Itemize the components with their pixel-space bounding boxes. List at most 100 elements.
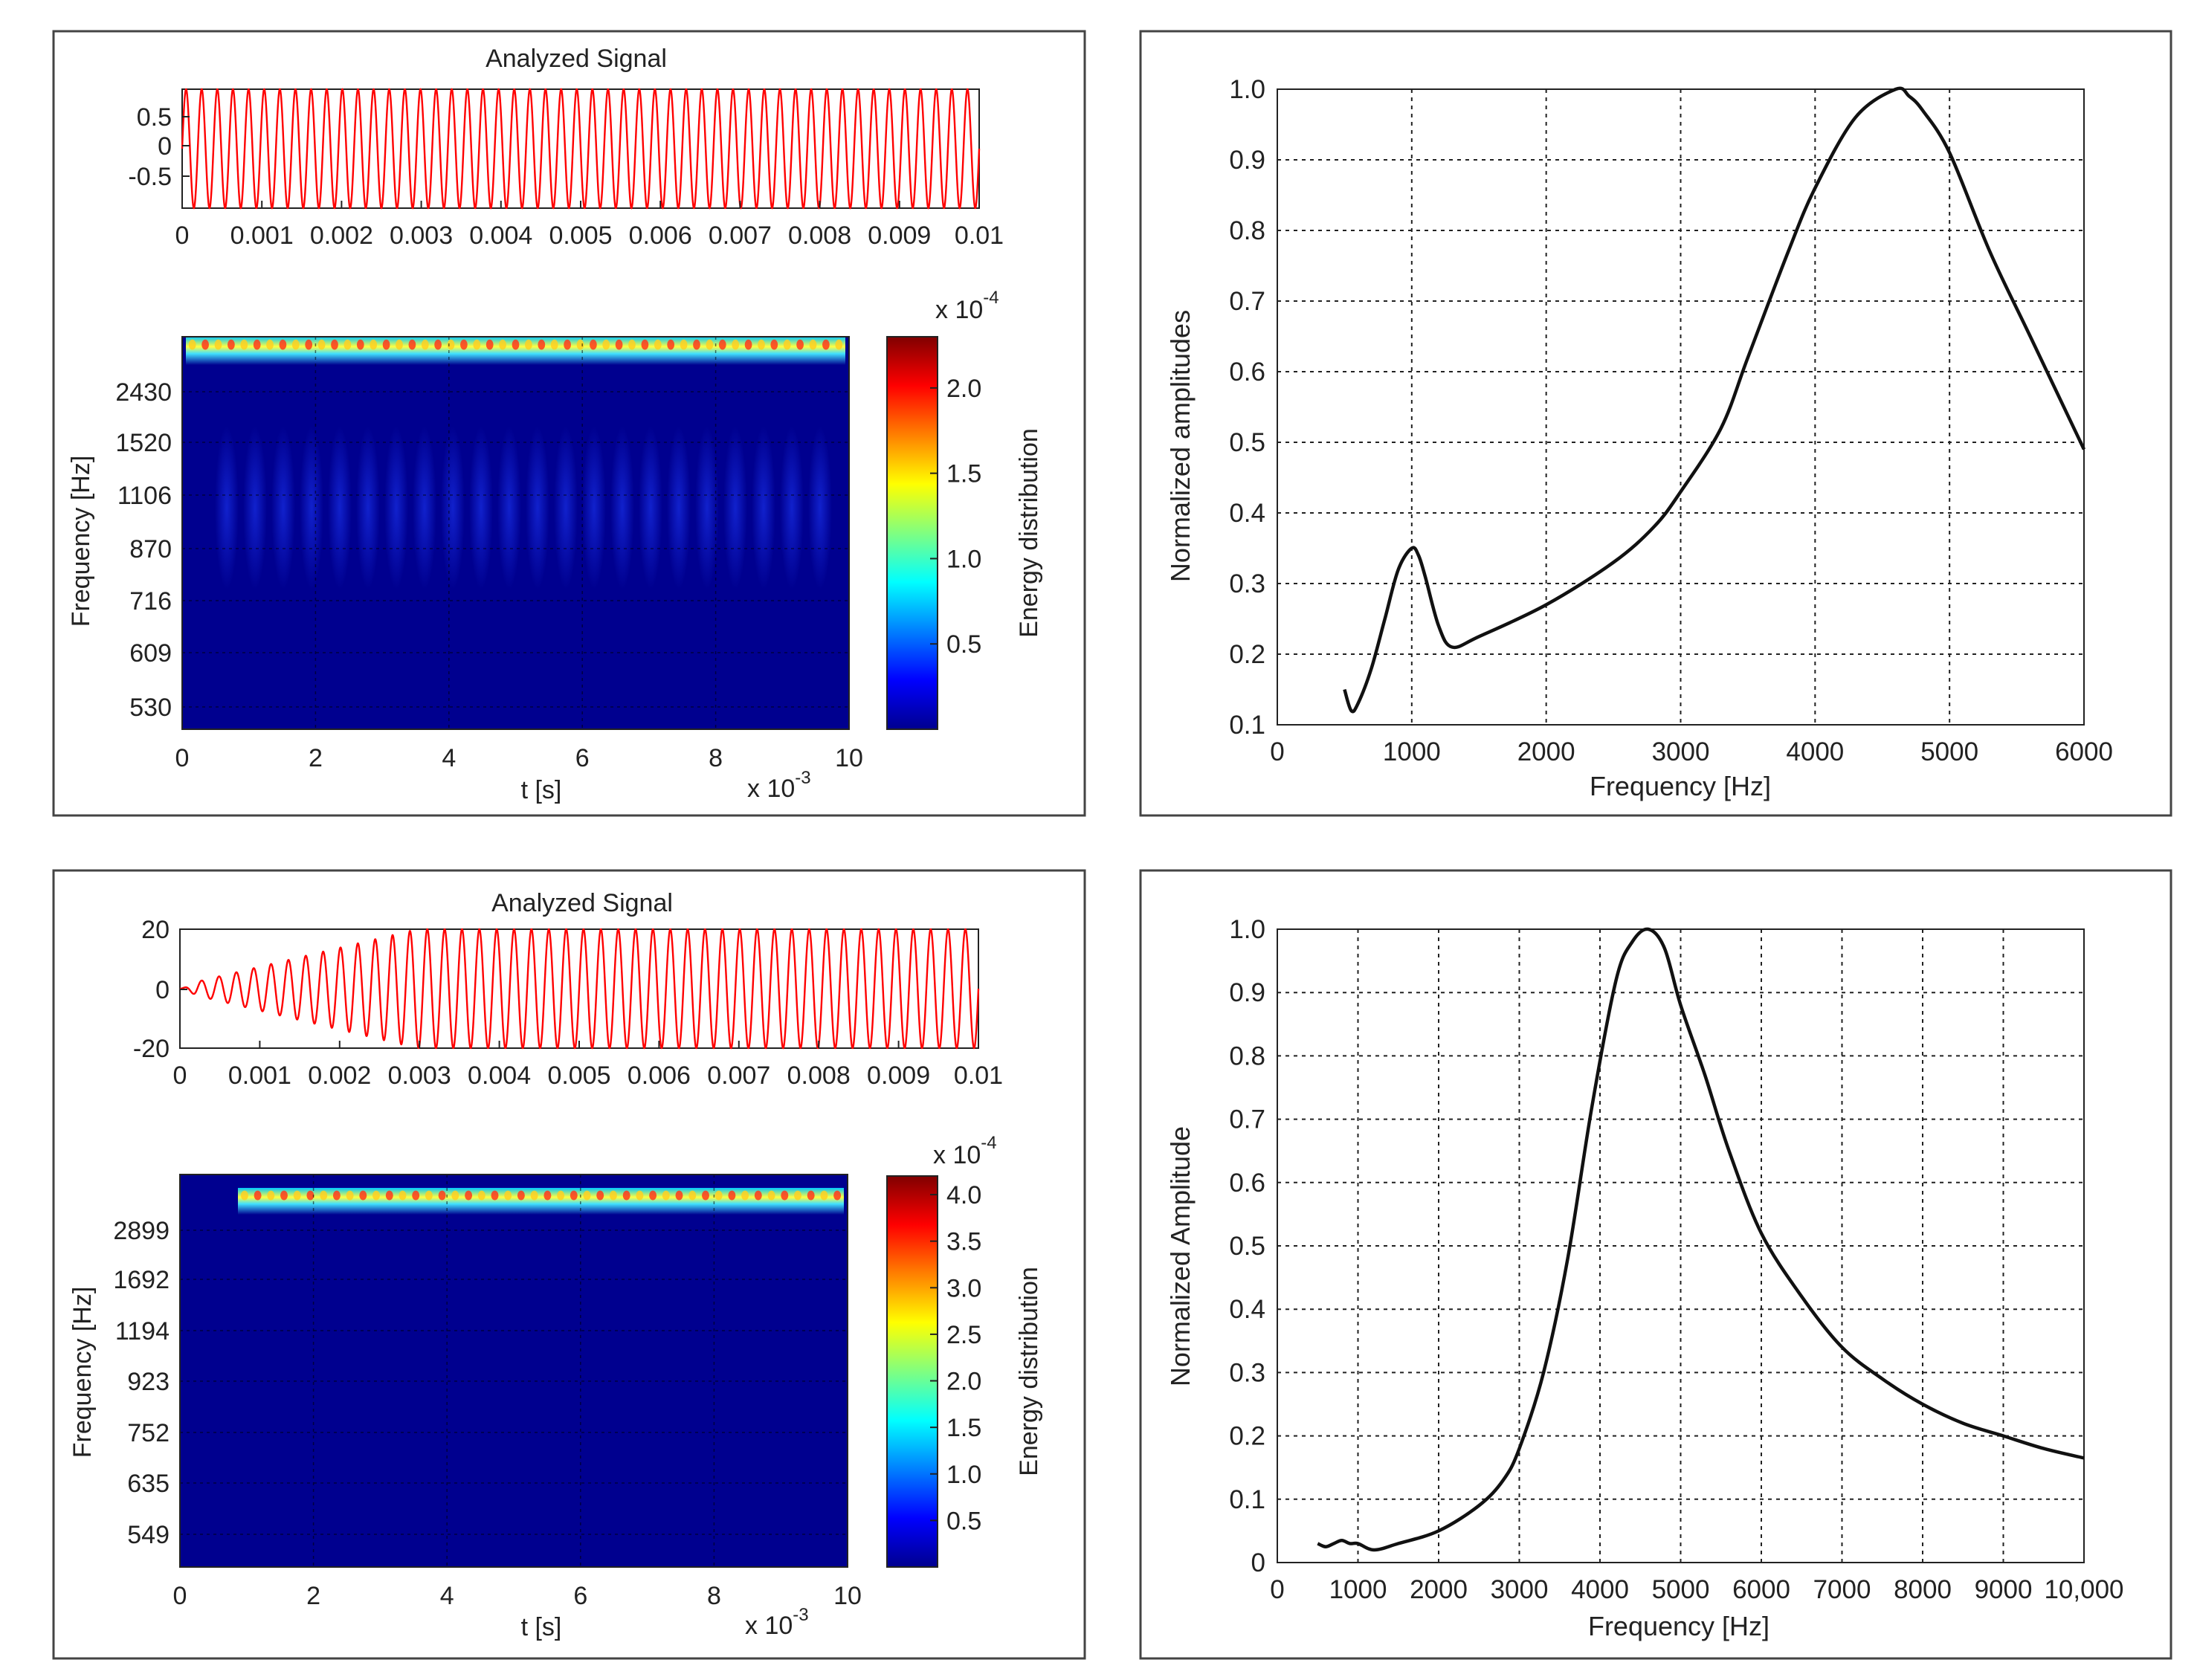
colorbar-label: Energy distribution: [1015, 428, 1043, 638]
ridge-peak: [590, 339, 597, 350]
ridge-peak: [228, 339, 235, 350]
x-ticks: 0 1000 2000 3000 4000 5000 6000: [1270, 737, 2113, 766]
y-tick-label: 0.8: [1229, 1041, 1265, 1070]
ridge-peak: [267, 1190, 275, 1201]
panel-top-right: 1.0 0.9 0.8 0.7 0.6 0.5 0.4 0.3 0.2 0.1 0 1000 2000…: [1139, 30, 2172, 817]
signal-line: [180, 928, 980, 1050]
signal-title: Analyzed Signal: [491, 889, 673, 917]
signal-y-tick-label: -20: [133, 1035, 170, 1063]
ridge-peak: [240, 1190, 248, 1201]
ridge-peak: [266, 339, 274, 350]
energy-blob: [356, 426, 380, 589]
scalogram-y-tick-label: 1520: [115, 429, 172, 457]
signal-plot: 200-20 0 0.001 0.002 0.003 0.004 0.005 0.006 0.…: [133, 916, 1003, 1090]
signal-x-tick-label: 0.004: [468, 1062, 531, 1090]
signal-x-tick-label: 0.005: [549, 222, 612, 250]
scalogram-y-ticks: 2899 1692 1194 923 752 635 549: [113, 1217, 170, 1549]
ridge-peak: [596, 1190, 604, 1201]
y-tick-label: 0.5: [1229, 1232, 1265, 1261]
scalogram-axes-frame: [181, 336, 850, 730]
energy-blob: [441, 426, 465, 589]
signal-y-tick-label: 0.5: [137, 103, 172, 132]
y-axis-label: Normalized amplitudes: [1165, 310, 1196, 582]
scalogram-x-tick-label: 0: [175, 744, 190, 772]
signal-x-tick-label: 0.006: [629, 222, 692, 250]
y-tick-label: 0.3: [1229, 1358, 1265, 1387]
scalogram-x-tick-label: 8: [709, 744, 723, 772]
ridge-peak: [517, 1190, 525, 1201]
scalogram-axes-frame: [179, 1174, 848, 1568]
plot-axes-frame: [1277, 928, 2085, 1563]
y-tick-label: 0.9: [1229, 146, 1265, 175]
x-tick-label: 10,000: [2044, 1575, 2123, 1604]
x-multiplier-exp: -3: [795, 768, 810, 788]
signal-y-tick-label: 0: [155, 976, 170, 1004]
colorbar-multiplier-exp: -4: [981, 1133, 996, 1153]
energy-blob: [271, 426, 295, 589]
signal-title: Analyzed Signal: [485, 45, 667, 73]
energy-blob: [300, 426, 323, 589]
scalogram-y-tick-label: 923: [127, 1368, 170, 1396]
energy-blob: [752, 426, 775, 589]
scalogram-ridge-peaks: [188, 339, 843, 350]
ridge-peak: [835, 339, 843, 350]
x-tick-label: 8000: [1894, 1575, 1952, 1604]
colorbar-tick-label: 0.5: [946, 1507, 981, 1535]
scalogram-x-tick-label: 6: [575, 744, 590, 772]
colorbar-gradient: [886, 336, 938, 730]
ridge-peak: [796, 339, 804, 350]
x-tick-label: 4000: [1571, 1575, 1629, 1604]
x-tick-label: 2000: [1410, 1575, 1468, 1604]
scalogram-y-tick-label: 870: [129, 535, 172, 563]
colorbar-tick-label: 3.5: [946, 1228, 981, 1256]
ridge-peak: [636, 1190, 644, 1201]
colorbar-gradient: [886, 1175, 938, 1568]
scalogram-y-label: Frequency [Hz]: [68, 1287, 97, 1458]
scalogram-y-tick-label: 635: [127, 1470, 170, 1498]
y-tick-label: 0.4: [1229, 1295, 1265, 1324]
ridge-peak: [728, 1190, 736, 1201]
ridge-peak: [512, 339, 520, 350]
ridge-peak: [550, 339, 558, 350]
signal-x-tick-label: 0.003: [388, 1062, 451, 1090]
scalogram-y-label: Frequency [Hz]: [67, 456, 95, 627]
x-axis-label: Frequency [Hz]: [1588, 1611, 1769, 1641]
x-tick-label: 0: [1270, 1575, 1284, 1604]
scalogram-y-tick-label: 549: [127, 1521, 170, 1549]
scalogram-plot: 2899 1692 1194 923 752 635 549 0 2 4 6 8 10 t [s] F…: [68, 1174, 862, 1641]
x-tick-label: 3000: [1491, 1575, 1549, 1604]
ridge-peak: [317, 339, 326, 350]
colorbar-multiplier-base: x 10: [935, 296, 983, 324]
plot-grid: [1277, 89, 2084, 725]
ridge-peak: [477, 1190, 485, 1201]
y-tick-label: 0.3: [1229, 569, 1265, 598]
ridge-peak: [370, 339, 378, 350]
ridge-peak: [807, 1190, 815, 1201]
ridge-peak: [622, 1190, 630, 1201]
signal-x-tick-label: 0.001: [230, 222, 294, 250]
colorbar-tick-label: 2.0: [946, 375, 981, 403]
ridge-peak: [744, 339, 752, 350]
scalogram-x-tick-label: 2: [309, 744, 323, 772]
energy-blob: [243, 426, 267, 589]
ridge-peak: [504, 1190, 512, 1201]
scalogram-x-tick-label: 4: [442, 744, 456, 772]
ridge-peak: [576, 339, 584, 350]
y-tick-label: 1.0: [1229, 75, 1265, 104]
ridge-peak: [714, 1190, 723, 1201]
energy-blob: [808, 426, 832, 589]
signal-x-tick-label: 0.008: [788, 222, 851, 250]
signal-x-tick-label: 0: [173, 1062, 187, 1090]
colorbar-ticks: 4.0 3.5 3.0 2.5 2.0 1.5 1.0 0.5: [930, 1181, 981, 1535]
y-tick-label: 0.9: [1229, 978, 1265, 1007]
signal-x-tick-label: 0.001: [228, 1062, 291, 1090]
ridge-peak: [530, 1190, 538, 1201]
signal-y-ticks: 0.50-0.5: [128, 103, 190, 191]
colorbar-multiplier-exp: -4: [983, 288, 999, 308]
ridge-peak: [356, 339, 364, 350]
x-tick-label: 0: [1270, 737, 1284, 766]
energy-blob: [215, 426, 239, 589]
ridge-peak: [240, 339, 248, 350]
ridge-peak: [359, 1190, 367, 1201]
